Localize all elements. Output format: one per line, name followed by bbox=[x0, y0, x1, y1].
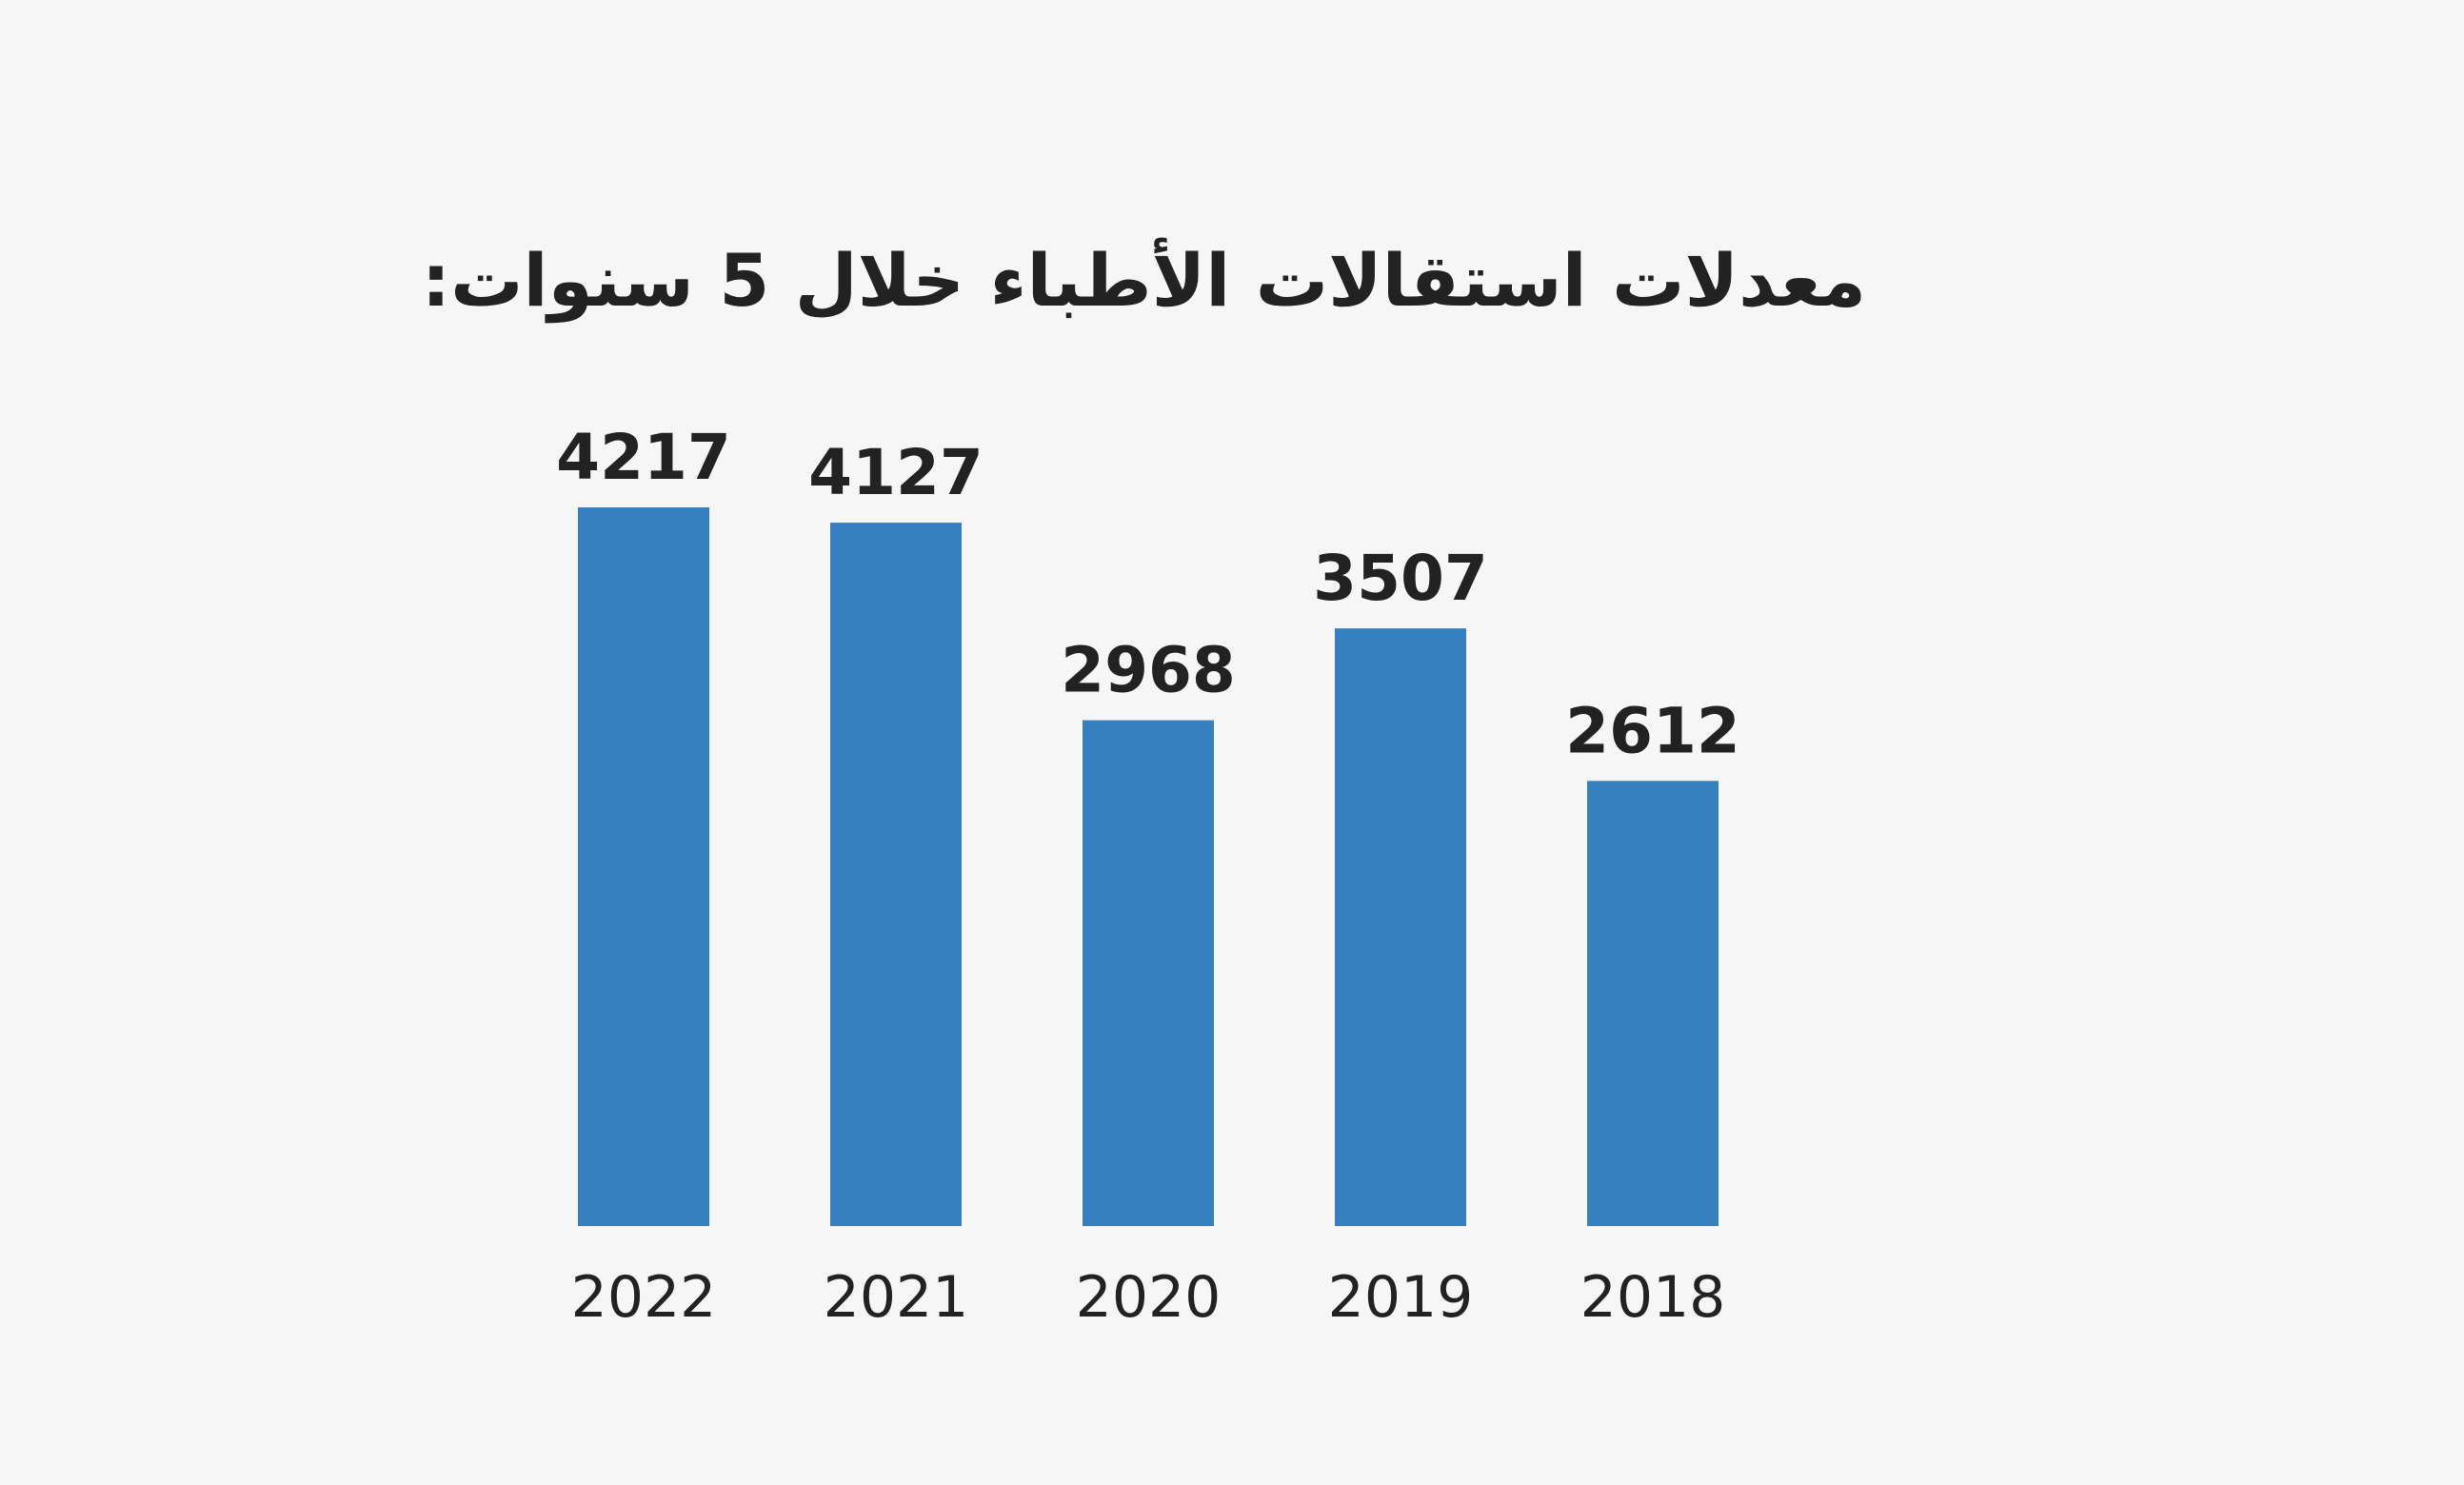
bar-2018 bbox=[1587, 781, 1719, 1226]
x-tick-label-2022: 2022 bbox=[571, 1264, 717, 1331]
bar-2022 bbox=[578, 507, 709, 1226]
value-label-2022: 4217 bbox=[556, 421, 731, 494]
value-label-2018: 2612 bbox=[1565, 694, 1740, 767]
x-tick-label-2018: 2018 bbox=[1580, 1264, 1726, 1331]
value-label-2021: 4127 bbox=[808, 436, 984, 509]
x-tick-label-2019: 2019 bbox=[1328, 1264, 1474, 1331]
x-tick-label-2021: 2021 bbox=[824, 1264, 969, 1331]
value-label-2020: 2968 bbox=[1061, 634, 1236, 707]
x-tick-label-2020: 2020 bbox=[1076, 1264, 1222, 1331]
bar-2019 bbox=[1335, 628, 1466, 1226]
bar-2020 bbox=[1083, 720, 1214, 1226]
chart-title: معدلات استقالات الأطباء خلال 5 سنوات: bbox=[421, 238, 1866, 323]
value-label-2019: 3507 bbox=[1313, 542, 1488, 615]
bar-2021 bbox=[830, 523, 962, 1226]
